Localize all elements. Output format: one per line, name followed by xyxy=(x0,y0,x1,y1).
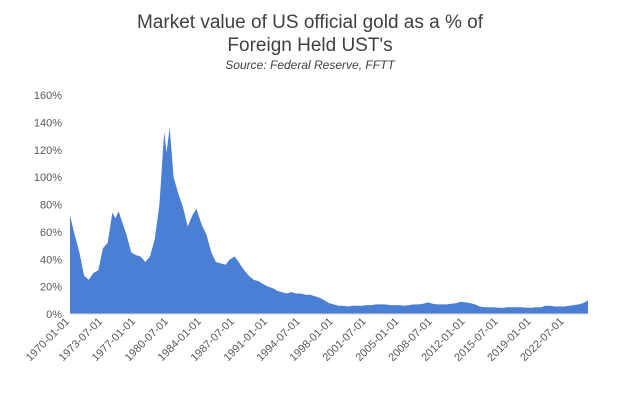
y-tick-label: 0% xyxy=(46,309,62,321)
y-tick-label: 20% xyxy=(40,282,62,294)
area-series xyxy=(70,127,588,314)
y-tick-label: 100% xyxy=(34,172,62,184)
y-tick-label: 120% xyxy=(34,145,62,157)
y-tick-label: 160% xyxy=(34,90,62,102)
y-tick-label: 40% xyxy=(40,254,62,266)
chart-title-line2: Foreign Held UST's xyxy=(227,35,393,56)
chart-title-line1: Market value of US official gold as a % … xyxy=(136,12,484,33)
y-tick-label: 60% xyxy=(40,227,62,239)
y-tick-label: 80% xyxy=(40,200,62,212)
chart-subtitle: Source: Federal Reserve, FFTT xyxy=(225,58,395,72)
y-tick-label: 140% xyxy=(34,117,62,129)
